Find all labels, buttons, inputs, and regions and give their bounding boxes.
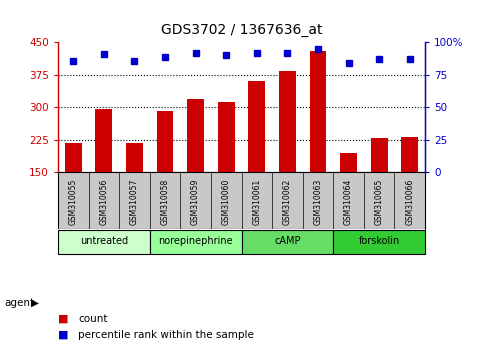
Text: GSM310061: GSM310061 xyxy=(252,179,261,225)
Bar xyxy=(156,111,173,172)
Text: agent: agent xyxy=(5,298,35,308)
Bar xyxy=(96,109,112,172)
Text: ■: ■ xyxy=(58,330,69,339)
Text: forskolin: forskolin xyxy=(358,236,400,246)
Bar xyxy=(310,51,327,172)
Bar xyxy=(150,230,242,253)
Text: GSM310063: GSM310063 xyxy=(313,179,323,225)
Text: GSM310066: GSM310066 xyxy=(405,179,414,225)
Text: percentile rank within the sample: percentile rank within the sample xyxy=(78,330,254,339)
Text: GSM310056: GSM310056 xyxy=(99,179,108,225)
Bar xyxy=(187,98,204,172)
Bar xyxy=(371,138,387,172)
Bar xyxy=(65,143,82,172)
Bar xyxy=(248,81,265,172)
Text: GSM310057: GSM310057 xyxy=(130,179,139,225)
Bar xyxy=(218,102,235,172)
Bar xyxy=(126,143,143,172)
Text: GSM310062: GSM310062 xyxy=(283,179,292,225)
Text: GSM310060: GSM310060 xyxy=(222,179,231,225)
Text: cAMP: cAMP xyxy=(274,236,300,246)
Text: ■: ■ xyxy=(58,314,69,324)
Text: GSM310055: GSM310055 xyxy=(69,179,78,225)
Bar xyxy=(279,72,296,172)
Text: GSM310058: GSM310058 xyxy=(160,179,170,225)
Text: norepinephrine: norepinephrine xyxy=(158,236,233,246)
Bar xyxy=(242,230,333,253)
Text: untreated: untreated xyxy=(80,236,128,246)
Bar xyxy=(58,230,150,253)
Text: GSM310059: GSM310059 xyxy=(191,179,200,225)
Text: GSM310064: GSM310064 xyxy=(344,179,353,225)
Bar xyxy=(340,153,357,172)
Text: count: count xyxy=(78,314,108,324)
Bar xyxy=(401,137,418,172)
Text: GDS3702 / 1367636_at: GDS3702 / 1367636_at xyxy=(161,23,322,37)
Text: ▶: ▶ xyxy=(31,298,40,308)
Text: GSM310065: GSM310065 xyxy=(375,179,384,225)
Bar xyxy=(333,230,425,253)
